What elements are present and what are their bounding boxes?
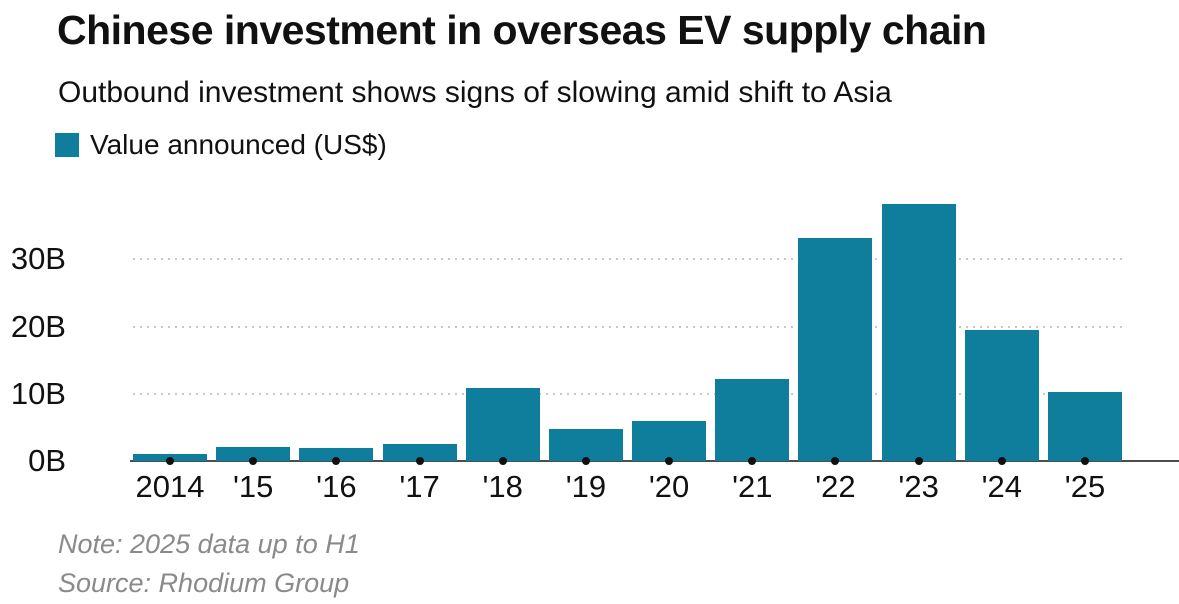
bar-23[interactable] bbox=[881, 204, 956, 461]
axis-tick-dot-23 bbox=[914, 457, 923, 465]
source-text: Source: Rhodium Group bbox=[58, 568, 350, 598]
gridline-10B bbox=[133, 392, 1122, 395]
note-text: Note: 2025 data up to H1 bbox=[58, 529, 360, 559]
y-axis-tick-label-0B: 0B bbox=[28, 443, 66, 478]
axis-tick-dot-21 bbox=[748, 457, 757, 465]
legend-label: Value announced (US$) bbox=[90, 129, 387, 160]
gridline-30B bbox=[133, 258, 1122, 261]
legend-swatch-icon bbox=[55, 133, 79, 157]
x-axis-tick-label-15: '15 bbox=[232, 469, 274, 504]
axis-tick-dot-16 bbox=[332, 457, 341, 465]
x-axis-tick-label-23: '23 bbox=[898, 469, 939, 504]
x-axis-tick-label-18: '18 bbox=[482, 469, 523, 504]
bar-18[interactable] bbox=[465, 388, 540, 461]
y-axis-tick-label-20B: 20B bbox=[10, 308, 66, 344]
bar-20[interactable] bbox=[632, 421, 707, 461]
axis-tick-dot-22 bbox=[831, 457, 840, 465]
axis-tick-dot-25 bbox=[1081, 457, 1089, 465]
axis-tick-dot-24 bbox=[997, 457, 1006, 465]
chart-title: Chinese investment in overseas EV supply… bbox=[57, 7, 987, 53]
x-axis-tick-label-22: '22 bbox=[815, 469, 856, 504]
axis-tick-dot-20 bbox=[665, 457, 674, 465]
x-axis-tick-label-17: '17 bbox=[399, 469, 440, 504]
y-axis-tick-label-10B: 10B bbox=[10, 375, 66, 411]
axis-tick-dot-19 bbox=[581, 457, 590, 465]
axis-tick-dot-17 bbox=[415, 457, 424, 465]
plot-area: 0B 10B 20B 30B 2014 '15 '16 '17 '18 '19 '20 '21 '22 '… bbox=[11, 192, 1179, 504]
axis-tick-dot-18 bbox=[498, 457, 507, 465]
x-axis-tick-label-24: '24 bbox=[981, 469, 1023, 504]
legend: Value announced (US$) bbox=[55, 129, 387, 161]
bar-16[interactable] bbox=[299, 447, 374, 461]
x-axis-tick-label-16: '16 bbox=[316, 469, 357, 504]
bar-15[interactable] bbox=[216, 446, 291, 461]
axis-tick-dot-15 bbox=[249, 457, 258, 465]
chart-subtitle: Outbound investment shows signs of slowi… bbox=[58, 76, 892, 109]
bar-19[interactable] bbox=[548, 428, 623, 461]
x-axis-tick-label-20: '20 bbox=[648, 469, 690, 504]
bar-25[interactable] bbox=[1048, 391, 1122, 461]
axis-tick-dot-2014 bbox=[166, 457, 174, 465]
x-axis-line bbox=[130, 460, 1179, 462]
y-axis-tick-label-30B: 30B bbox=[10, 241, 66, 277]
x-axis-tick-label-19: '19 bbox=[565, 469, 607, 504]
bar-24[interactable] bbox=[964, 329, 1039, 461]
x-axis-tick-label-2014: 2014 bbox=[135, 469, 205, 504]
gridline-20B bbox=[133, 325, 1122, 328]
bar-17[interactable] bbox=[382, 444, 457, 461]
bar-21[interactable] bbox=[715, 378, 790, 461]
x-axis-tick-label-25: '25 bbox=[1064, 469, 1106, 504]
x-axis-tick-label-21: '21 bbox=[732, 469, 773, 504]
bar-22[interactable] bbox=[798, 237, 873, 461]
